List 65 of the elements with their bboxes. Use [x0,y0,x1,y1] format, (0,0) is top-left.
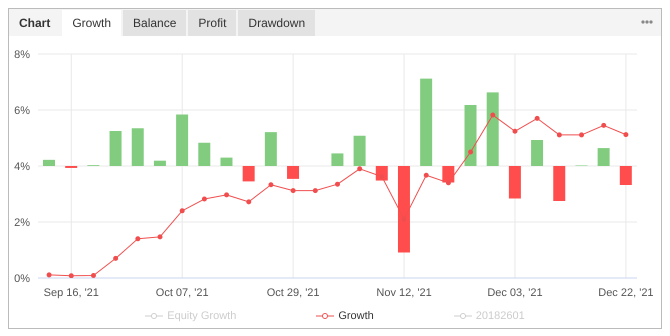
y-tick-label: 0% [14,272,30,285]
bar [464,104,477,166]
point [90,272,96,278]
point [46,272,52,278]
text: Drawdown [238,10,316,36]
point [623,132,628,138]
bar [132,128,144,166]
point [357,166,362,172]
bar [553,166,566,201]
x-tick-label: Oct 07, '21 [156,287,209,299]
bar [331,153,344,166]
bar [43,160,55,166]
x-tick-label: Dec 03, '21 [487,287,543,299]
bar [154,160,166,166]
bar [531,140,544,166]
bar [508,166,521,198]
point [534,116,540,121]
point [446,180,451,186]
point [224,192,230,198]
bar [398,166,410,253]
point [512,128,518,134]
point [312,188,318,194]
point [290,188,296,194]
bar [220,158,232,166]
bar [287,166,300,179]
legend-label: Growth [338,310,374,322]
text: Balance [123,10,186,36]
point [468,150,474,154]
point [158,234,163,240]
point [490,112,496,118]
point [180,208,185,214]
x-tick-label: Sep 16, '21 [44,287,99,299]
y-tick-label: 6% [14,104,30,117]
point [379,174,384,180]
bar [354,136,366,166]
point [202,196,207,202]
y-tick-label: 8% [14,48,30,61]
bar [486,92,499,166]
text: Profit [188,10,236,36]
point [68,273,74,278]
bar [110,131,122,166]
bar [598,148,610,166]
x-tick-label: Dec 22, '21 [598,287,654,299]
bar [620,166,632,186]
point [246,199,252,204]
bar [176,114,188,166]
x-tick-label: Oct 29, '21 [266,287,320,299]
point [268,182,274,188]
bar [264,132,277,166]
point [601,122,606,128]
bar [242,166,255,182]
bar [198,142,210,166]
bar [420,78,432,166]
y-tick-label: 4% [14,160,30,173]
point [579,132,584,138]
point [556,132,562,138]
bar [442,166,454,183]
text: Chart [18,15,52,32]
x-tick-label: Nov 12, '21 [376,287,432,299]
text: Growth [62,10,122,36]
point [113,256,118,261]
point [424,172,429,178]
y-tick-label: 2% [14,216,30,229]
point [335,182,340,187]
point [135,236,140,242]
